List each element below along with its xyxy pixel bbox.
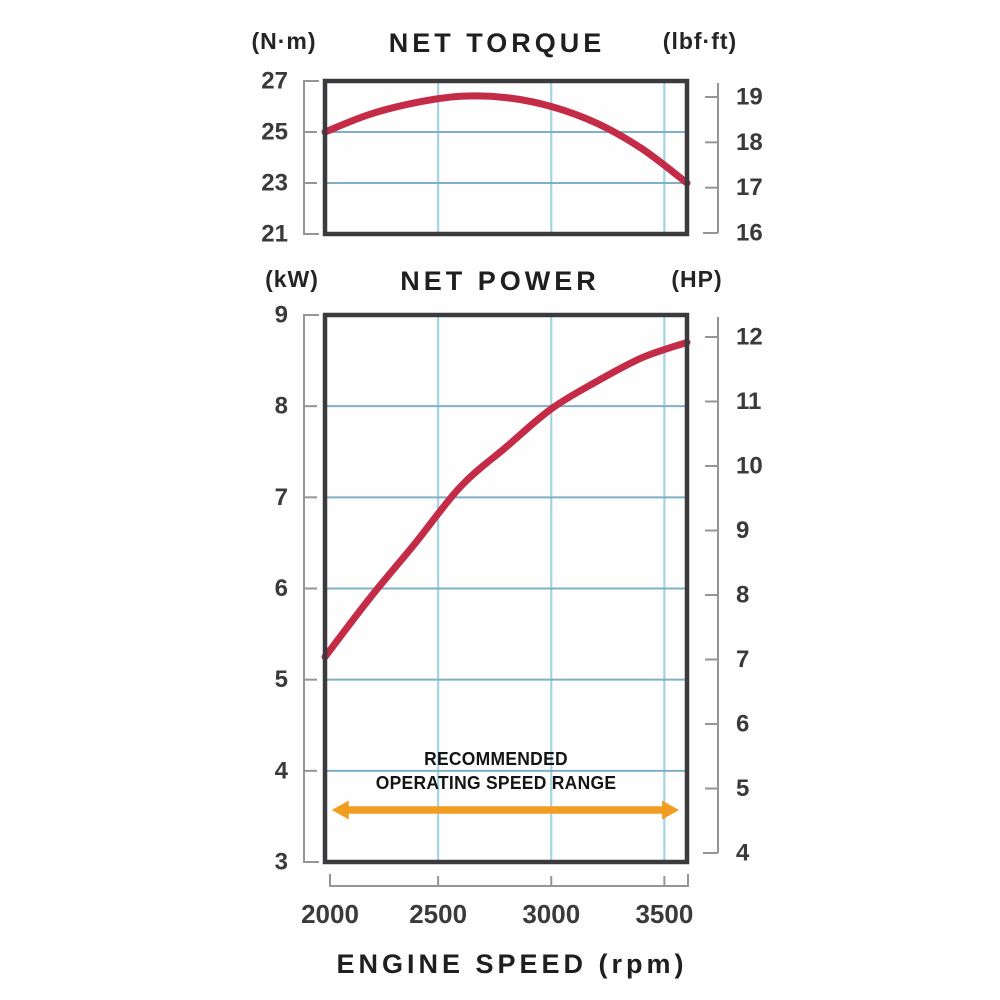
power-x-tick-label: 2500 [409,899,467,929]
recommended-range-label-line2: OPERATING SPEED RANGE [375,773,617,793]
power-plot-frame [322,312,690,865]
torque-left-axis-bracket [303,80,319,235]
power-left-tick-label: 4 [275,757,289,784]
power-right-tick-label: 5 [736,775,749,802]
torque-left-tick-label: 23 [261,170,288,197]
power-right-tick-label: 9 [736,517,749,544]
power-x-axis-bracket [329,874,689,887]
power-left-tick-label: 9 [275,302,288,329]
power-right-tick-label: 11 [736,388,761,415]
speed-range-arrow-right-head [662,800,680,820]
power-x-tick-label: 3000 [522,899,580,929]
net-power-curve [321,338,691,661]
torque-right-unit-label: (lbf·ft) [662,28,738,54]
torque-plot-frame [322,78,690,237]
torque-chart-title: NET TORQUE [388,28,606,58]
power-left-tick-label: 3 [275,849,288,876]
power-x-tick-label: 3500 [635,899,693,929]
torque-left-tick-label: 25 [261,119,288,146]
power-left-tick-label: 6 [275,575,288,602]
power-right-tick-label: 10 [736,453,763,480]
power-right-tick-label: 8 [736,582,749,609]
recommended-range-label-line1: RECOMMENDED [424,749,568,769]
power-right-tick-label: 7 [736,646,749,673]
torque-right-tick-label: 19 [736,84,763,111]
speed-range-arrow-left-head [331,800,349,820]
power-chart-title: NET POWER [400,266,600,296]
torque-right-tick-label: 17 [736,174,763,201]
power-right-tick-label: 4 [736,840,750,867]
power-left-tick-label: 7 [275,484,288,511]
net-torque-curve [321,92,691,187]
torque-right-tick-label: 18 [736,129,763,156]
power-x-tick-label: 2000 [301,899,359,929]
power-left-tick-label: 5 [275,666,288,693]
engine-speed-axis-label: ENGINE SPEED (rpm) [336,949,688,979]
torque-left-tick-label: 21 [261,221,288,248]
power-right-tick-label: 12 [736,324,763,351]
power-left-unit-label: (kW) [265,266,319,292]
power-left-tick-label: 8 [275,393,288,420]
power-right-tick-label: 6 [736,711,749,738]
torque-left-unit-label: (N·m) [251,28,317,54]
power-right-unit-label: (HP) [671,266,723,292]
torque-right-tick-label: 16 [736,220,763,247]
torque-left-tick-label: 27 [261,68,288,95]
